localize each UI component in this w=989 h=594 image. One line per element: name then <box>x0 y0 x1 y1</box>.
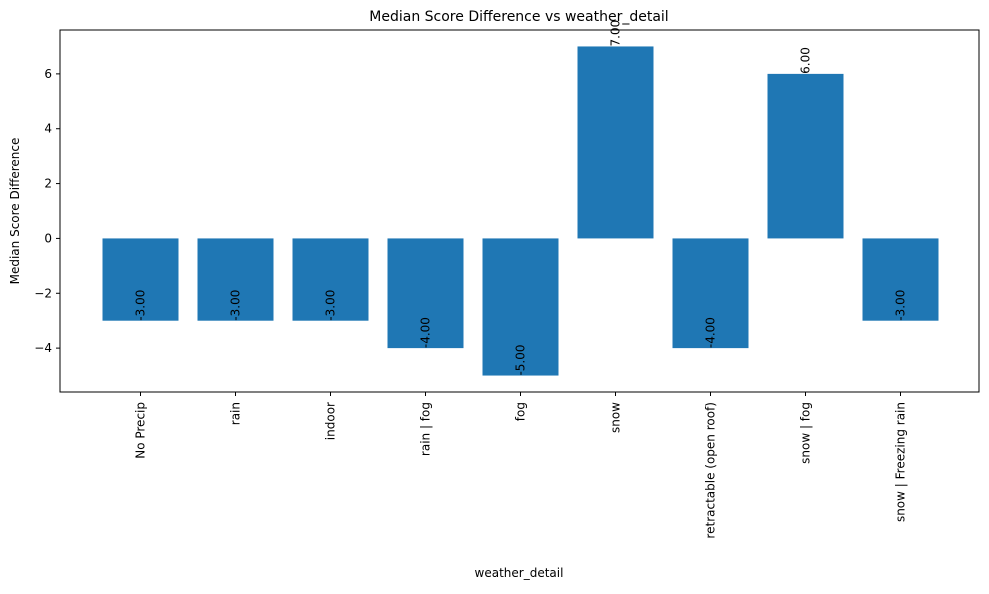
bar <box>767 73 844 239</box>
bar-value-label: -3.00 <box>229 290 243 321</box>
bar <box>482 238 559 376</box>
bar <box>672 238 749 349</box>
x-tick-label: indoor <box>324 402 338 440</box>
plot-area: -3.00 -3.00 -3.00 -4.00 -5.00 7.00 -4.00 6.00 -3… <box>34 20 980 539</box>
plot-frame <box>59 29 980 393</box>
bar <box>387 238 464 349</box>
x-tick-label: snow | fog <box>799 402 813 464</box>
bar <box>862 238 939 321</box>
bar-value-label: -3.00 <box>324 290 338 321</box>
x-tick-label: rain | fog <box>419 402 433 456</box>
chart-title: Median Score Difference vs weather_detai… <box>369 9 668 25</box>
y-tick-label: 2 <box>44 177 52 191</box>
bar-value-label: 6.00 <box>799 47 813 74</box>
x-tick-label: rain <box>229 402 243 425</box>
y-tick-label: 0 <box>44 231 52 245</box>
x-tick-label: No Precip <box>134 402 148 459</box>
bar <box>292 238 369 321</box>
y-axis-label: Median Score Difference <box>8 138 22 285</box>
x-axis-label: weather_detail <box>475 566 564 580</box>
y-tick-label: −4 <box>34 341 52 355</box>
y-tick-label: 4 <box>44 122 52 136</box>
y-tick-label: −2 <box>34 286 52 300</box>
x-tick-label: fog <box>514 402 528 421</box>
bar-value-label: -3.00 <box>894 290 908 321</box>
bar-value-label: -3.00 <box>134 290 148 321</box>
x-tick-label: retractable (open roof) <box>704 402 718 539</box>
bar-value-label: -4.00 <box>704 317 718 348</box>
bar-value-label: -4.00 <box>419 317 433 348</box>
bar <box>577 46 654 239</box>
bar-value-label: 7.00 <box>609 20 623 47</box>
y-tick-label: 6 <box>44 67 52 81</box>
bar-value-label: -5.00 <box>514 344 528 375</box>
x-tick-label: snow | Freezing rain <box>894 402 908 522</box>
x-tick-label: snow <box>609 402 623 433</box>
bar <box>102 238 179 321</box>
bar <box>197 238 274 321</box>
